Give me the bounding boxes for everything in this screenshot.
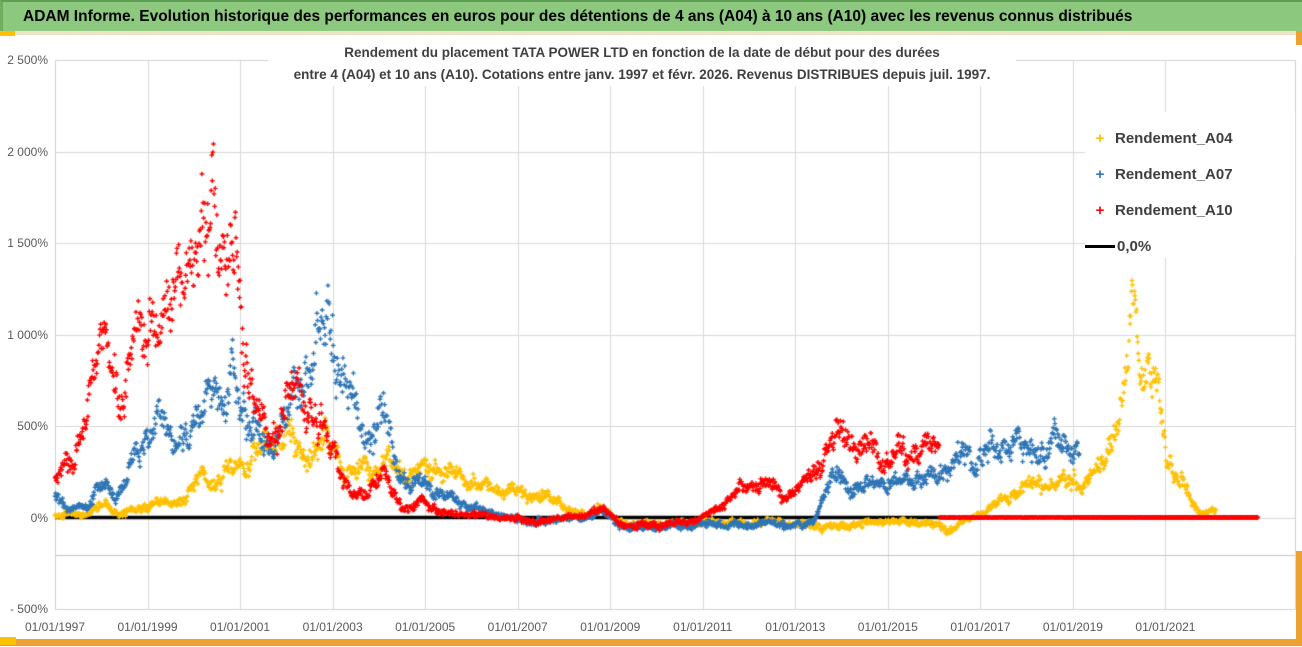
bottom-hairline [0, 645, 1302, 646]
x-tick-label: 01/01/2005 [395, 620, 456, 634]
chart-title-line1: Rendement du placement TATA POWER LTD en… [344, 45, 940, 60]
x-tick-label: 01/01/2009 [580, 620, 641, 634]
x-tick-label: 01/01/2011 [673, 620, 733, 634]
chart-legend[interactable]: + Rendement_A04 + Rendement_A07 + Rendem… [1085, 112, 1295, 258]
legend-item-a04[interactable]: + Rendement_A04 [1085, 120, 1295, 156]
x-tick-label: 01/01/2021 [1135, 620, 1196, 634]
x-tick-label: 01/01/1999 [117, 620, 178, 634]
legend-label: Rendement_A07 [1115, 165, 1233, 183]
x-tick-label: 01/01/2003 [302, 620, 363, 634]
header-underline [0, 31, 1302, 35]
x-tick-label: 01/01/2019 [1042, 620, 1103, 634]
x-tick-label: 01/01/2001 [210, 620, 271, 634]
legend-item-a07[interactable]: + Rendement_A07 [1085, 156, 1295, 192]
plus-marker-icon: + [1095, 165, 1105, 183]
y-tick-label: 1 500% [7, 236, 48, 250]
x-tick-label: 01/01/2017 [950, 620, 1011, 634]
header-banner[interactable]: ADAM Informe. Evolution historique des p… [0, 0, 1302, 31]
y-tick-label: 500% [17, 419, 48, 433]
chart-title: Rendement du placement TATA POWER LTD en… [268, 42, 1016, 86]
y-tick-label: 2 500% [7, 53, 48, 67]
frame-corner-bottom-left [0, 637, 16, 645]
y-tick-label: 1 000% [7, 327, 48, 342]
legend-item-zero-line[interactable]: 0,0% [1085, 228, 1295, 264]
y-tick-label: 2 000% [7, 144, 48, 159]
x-tick-label: 01/01/1997 [24, 620, 86, 634]
header-title: ADAM Informe. Evolution historique des p… [23, 7, 1133, 25]
plus-marker-icon: + [1095, 129, 1105, 147]
frame-bottom [0, 639, 1302, 645]
y-tick-label: 0% [30, 510, 48, 525]
frame-right [1296, 551, 1302, 645]
legend-label: Rendement_A10 [1115, 201, 1233, 219]
chart-title-line2: entre 4 (A04) et 10 ans (A10). Cotations… [293, 67, 991, 82]
x-tick-label: 01/01/2013 [765, 620, 826, 634]
legend-item-a10[interactable]: + Rendement_A10 [1085, 192, 1295, 228]
x-tick-label: 01/01/2015 [857, 620, 918, 634]
x-tick-label: 01/01/2007 [487, 620, 548, 634]
legend-label: Rendement_A04 [1115, 129, 1233, 147]
plus-marker-icon: + [1095, 201, 1105, 219]
frame-corner-top-left [0, 31, 15, 36]
legend-label: 0,0% [1117, 237, 1152, 255]
y-tick-label: - 500% [9, 602, 48, 616]
zero-line-icon [1085, 244, 1115, 248]
frame-right-top [1296, 31, 1302, 45]
